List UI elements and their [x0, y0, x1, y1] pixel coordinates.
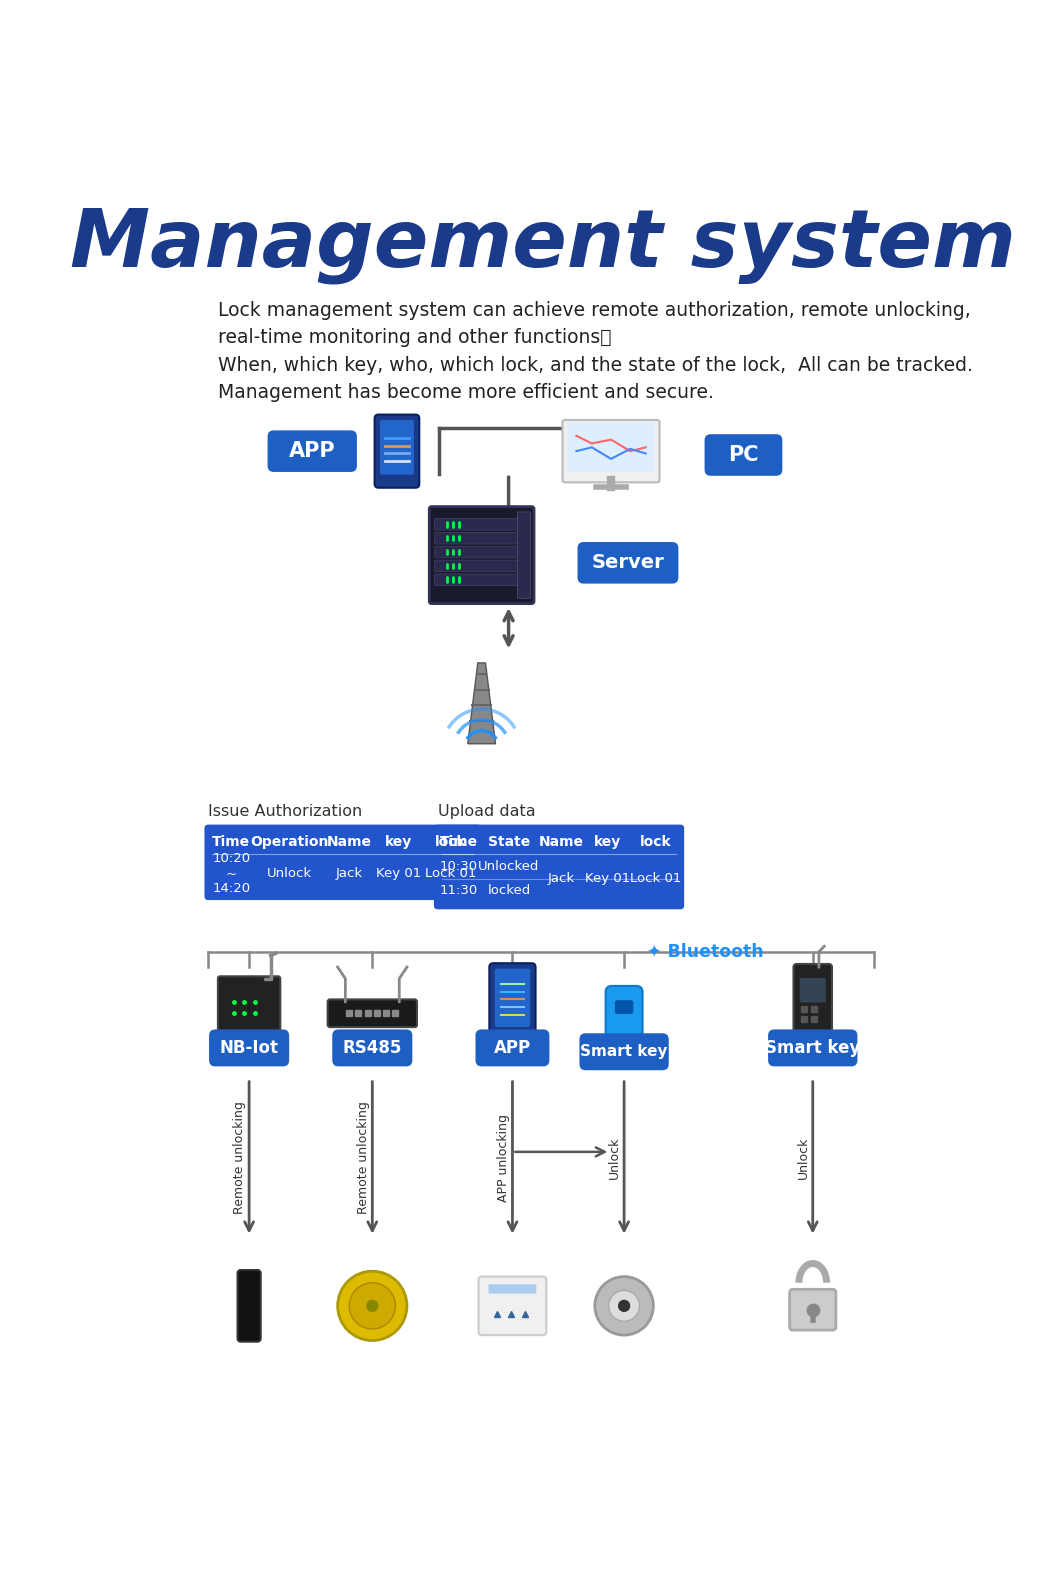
Text: 11:30: 11:30 [440, 884, 478, 898]
Text: APP unlocking: APP unlocking [497, 1114, 510, 1201]
FancyBboxPatch shape [768, 1029, 858, 1067]
Text: Smart key: Smart key [580, 1045, 668, 1059]
FancyBboxPatch shape [434, 825, 684, 909]
FancyBboxPatch shape [495, 969, 530, 1027]
Circle shape [595, 1277, 653, 1335]
Text: RS485: RS485 [342, 1038, 402, 1057]
FancyBboxPatch shape [615, 1000, 633, 1015]
Text: lock: lock [435, 835, 466, 849]
Text: Key 01: Key 01 [584, 873, 630, 885]
Circle shape [349, 1283, 395, 1329]
FancyBboxPatch shape [379, 420, 413, 475]
FancyBboxPatch shape [435, 560, 529, 571]
Text: Operation: Operation [250, 835, 329, 849]
Text: Jack: Jack [547, 873, 575, 885]
FancyBboxPatch shape [435, 519, 529, 530]
Text: PC: PC [728, 445, 759, 466]
FancyBboxPatch shape [568, 423, 654, 472]
FancyBboxPatch shape [209, 1029, 289, 1067]
FancyBboxPatch shape [435, 574, 529, 585]
Text: Time: Time [212, 835, 250, 849]
Text: APP: APP [289, 442, 336, 461]
FancyBboxPatch shape [435, 546, 529, 557]
Text: Name: Name [538, 835, 583, 849]
Text: Key 01: Key 01 [376, 868, 422, 881]
Text: Remote unlocking: Remote unlocking [356, 1101, 370, 1213]
FancyBboxPatch shape [476, 1029, 549, 1067]
Text: Server: Server [591, 554, 665, 573]
Text: Unlock: Unlock [266, 868, 312, 881]
FancyBboxPatch shape [489, 1284, 536, 1294]
Text: Remote unlocking: Remote unlocking [233, 1101, 246, 1213]
Text: locked: locked [488, 884, 531, 898]
Text: APP: APP [494, 1038, 531, 1057]
FancyBboxPatch shape [605, 986, 642, 1040]
Circle shape [608, 1291, 639, 1321]
FancyBboxPatch shape [490, 963, 535, 1040]
Text: Jack: Jack [335, 868, 363, 881]
FancyBboxPatch shape [267, 431, 357, 472]
FancyBboxPatch shape [435, 532, 529, 544]
Text: lock: lock [639, 835, 671, 849]
Text: Name: Name [326, 835, 371, 849]
Text: Unlock: Unlock [797, 1136, 810, 1179]
Circle shape [618, 1300, 631, 1311]
Circle shape [366, 1300, 378, 1311]
Text: Unlocked: Unlocked [478, 860, 540, 873]
Text: Upload data: Upload data [438, 805, 535, 819]
Text: Time: Time [440, 835, 478, 849]
Polygon shape [467, 663, 495, 743]
Text: Lock 01: Lock 01 [425, 868, 477, 881]
FancyBboxPatch shape [517, 511, 531, 598]
Text: Smart key: Smart key [765, 1038, 861, 1057]
FancyBboxPatch shape [237, 1270, 261, 1341]
FancyBboxPatch shape [799, 978, 826, 1002]
Text: key: key [594, 835, 621, 849]
FancyBboxPatch shape [374, 415, 420, 488]
FancyBboxPatch shape [218, 977, 280, 1035]
FancyBboxPatch shape [705, 434, 782, 477]
Text: Unlock: Unlock [608, 1136, 621, 1179]
Circle shape [338, 1272, 407, 1340]
Text: Lock 01: Lock 01 [630, 873, 681, 885]
Text: Issue Authorization: Issue Authorization [209, 805, 363, 819]
Text: Management system: Management system [70, 205, 1017, 284]
Text: NB-Iot: NB-Iot [219, 1038, 279, 1057]
FancyBboxPatch shape [328, 999, 417, 1027]
FancyBboxPatch shape [429, 507, 534, 604]
Text: 10:20
~
14:20: 10:20 ~ 14:20 [212, 852, 250, 895]
FancyBboxPatch shape [563, 420, 659, 483]
FancyBboxPatch shape [578, 541, 678, 584]
Text: ✦ Bluetooth: ✦ Bluetooth [648, 942, 764, 961]
Text: 10:30: 10:30 [440, 860, 478, 873]
Text: Lock management system can achieve remote authorization, remote unlocking,
real-: Lock management system can achieve remot… [218, 301, 973, 402]
FancyBboxPatch shape [794, 964, 832, 1040]
Text: State: State [488, 835, 530, 849]
FancyBboxPatch shape [205, 825, 481, 899]
FancyBboxPatch shape [580, 1034, 669, 1070]
FancyBboxPatch shape [478, 1277, 546, 1335]
FancyBboxPatch shape [790, 1289, 836, 1330]
Text: key: key [385, 835, 412, 849]
FancyBboxPatch shape [332, 1029, 412, 1067]
